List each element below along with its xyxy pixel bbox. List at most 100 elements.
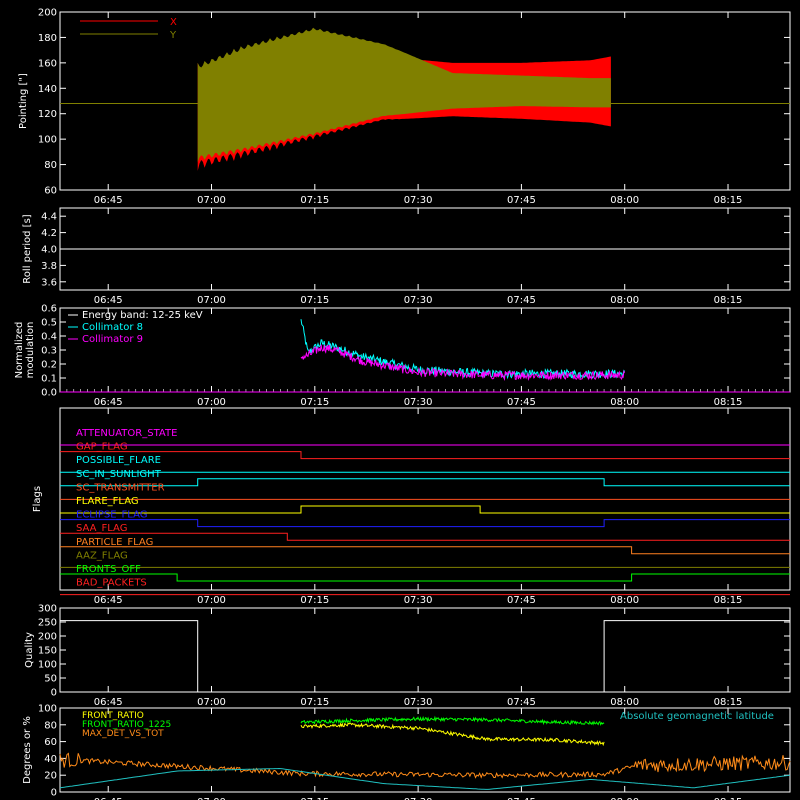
y-tick-label: 3.6 bbox=[41, 277, 57, 288]
panel-pointing: 06:45 07:00 07:15 07:30 07:45 08:00 08:15 60 80 1… bbox=[18, 8, 791, 206]
x-tick-label: 06:45 bbox=[94, 797, 123, 800]
x-tick-label: 08:00 bbox=[610, 595, 639, 606]
y-tick-label: 60 bbox=[44, 737, 57, 748]
modulation-collimator-9 bbox=[300, 344, 626, 382]
x-tick-label: 07:45 bbox=[507, 295, 536, 306]
legend-label: MAX_DET_VS_TOT bbox=[82, 729, 164, 739]
y-tick-label: 120 bbox=[38, 109, 57, 120]
y-tick-label: 140 bbox=[38, 84, 57, 95]
flag-label: POSSIBLE_FLARE bbox=[76, 455, 161, 466]
x-tick-label: 07:00 bbox=[197, 595, 226, 606]
y-tick-label: 4.2 bbox=[41, 228, 57, 239]
plot-frame bbox=[59, 707, 791, 793]
x-tick-label: 07:00 bbox=[197, 195, 226, 206]
x-tick-label: 07:00 bbox=[197, 397, 226, 408]
y-tick-label: 200 bbox=[38, 8, 57, 19]
panel-roll: 06:45 07:00 07:15 07:30 07:45 08:00 08:15 3.6 3.… bbox=[22, 207, 791, 306]
flag-label: PARTICLE_FLAG bbox=[76, 537, 153, 548]
ratio-series-0 bbox=[300, 722, 605, 747]
x-tick-label: 06:45 bbox=[94, 697, 123, 708]
ratio-series-2 bbox=[59, 752, 791, 779]
flag-label: SAA_FLAG bbox=[76, 523, 127, 534]
x-tick-label: 07:00 bbox=[197, 295, 226, 306]
y-tick-label: 100 bbox=[38, 660, 57, 671]
y-tick-label: 0.3 bbox=[41, 346, 57, 357]
y-tick-label: 100 bbox=[38, 704, 57, 715]
x-tick-label: 07:45 bbox=[507, 195, 536, 206]
x-tick-label: 07:15 bbox=[300, 397, 329, 408]
panel-modulation: 06:45 07:00 07:15 07:30 07:45 08:00 08:15 0.0 0.… bbox=[14, 304, 791, 408]
flag-trace-saa_flag bbox=[60, 532, 790, 541]
legend-label: X bbox=[170, 17, 177, 28]
x-tick-label: 08:15 bbox=[714, 697, 743, 708]
y-tick-label: 200 bbox=[38, 632, 57, 643]
flag-trace-particle_flag bbox=[60, 546, 790, 555]
x-tick-label: 07:45 bbox=[507, 397, 536, 408]
y-tick-label: 0.6 bbox=[41, 304, 57, 315]
x-tick-label: 08:00 bbox=[610, 397, 639, 408]
x-tick-label: 07:30 bbox=[404, 697, 433, 708]
flag-label: AAZ_FLAG bbox=[76, 550, 128, 561]
x-tick-label: 08:00 bbox=[610, 295, 639, 306]
y-tick-label: 4.0 bbox=[41, 245, 57, 256]
x-tick-label: 07:30 bbox=[404, 195, 433, 206]
flag-trace-flare_flag bbox=[60, 505, 790, 514]
x-tick-label: 08:00 bbox=[610, 797, 639, 800]
y-tick-label: 0.0 bbox=[41, 388, 57, 399]
x-tick-label: 07:15 bbox=[300, 195, 329, 206]
x-tick-label: 08:15 bbox=[714, 797, 743, 800]
y-axis-label: Flags bbox=[32, 486, 43, 512]
flag-label: FRONTS_OFF bbox=[76, 564, 141, 575]
panel-quality: 06:45 07:00 07:15 07:30 07:45 08:00 08:15 0 50 10… bbox=[24, 604, 791, 708]
y-tick-label: 3.8 bbox=[41, 261, 57, 272]
x-tick-label: 07:30 bbox=[404, 397, 433, 408]
x-tick-label: 08:00 bbox=[610, 195, 639, 206]
legend-label: Absolute geomagnetic latitude bbox=[620, 711, 774, 722]
pointing-band-y bbox=[197, 27, 611, 163]
flag-label: BAD_PACKETS bbox=[76, 578, 147, 589]
flag-label: SC_IN_SUNLIGHT bbox=[76, 469, 162, 480]
plot-frame bbox=[59, 11, 791, 191]
x-tick-label: 08:15 bbox=[714, 295, 743, 306]
ratio-series-3 bbox=[59, 767, 791, 790]
modulation-collimator-8 bbox=[300, 319, 626, 380]
y-tick-label: 20 bbox=[44, 771, 57, 782]
x-tick-label: 08:15 bbox=[714, 397, 743, 408]
legend-label: FRONT_RATIO bbox=[82, 711, 144, 721]
y-axis-label: Degrees or % bbox=[22, 716, 33, 784]
x-tick-label: 07:30 bbox=[404, 295, 433, 306]
flag-label: GAP_FLAG bbox=[76, 442, 128, 453]
flag-trace-fronts_off bbox=[60, 573, 790, 582]
y-tick-label: 0.1 bbox=[41, 374, 57, 385]
y-axis-label: Roll period [s] bbox=[22, 214, 33, 283]
x-tick-label: 07:15 bbox=[300, 697, 329, 708]
y-tick-label: 4.4 bbox=[41, 212, 57, 223]
y-tick-label: 100 bbox=[38, 135, 57, 146]
x-tick-label: 07:30 bbox=[404, 797, 433, 800]
flag-label: FLARE_FLAG bbox=[76, 496, 139, 507]
quality-line bbox=[60, 620, 790, 693]
panels: 06:45 07:00 07:15 07:30 07:45 08:00 08:15 60 80 1… bbox=[14, 8, 791, 800]
legend-label: Energy band: 12-25 keV bbox=[82, 310, 203, 321]
y-tick-label: 0.4 bbox=[41, 332, 57, 343]
x-tick-label: 07:00 bbox=[197, 797, 226, 800]
x-tick-label: 07:45 bbox=[507, 797, 536, 800]
y-tick-label: 160 bbox=[38, 58, 57, 69]
flag-trace-eclipse_flag bbox=[60, 519, 790, 528]
y-tick-label: 180 bbox=[38, 33, 57, 44]
x-tick-label: 07:00 bbox=[197, 697, 226, 708]
x-tick-label: 06:45 bbox=[94, 195, 123, 206]
flag-label: SC_TRANSMITTER bbox=[76, 482, 165, 493]
x-tick-label: 06:45 bbox=[94, 295, 123, 306]
ratio-series-1 bbox=[300, 715, 605, 727]
y-axis-label: Pointing ["] bbox=[18, 73, 29, 129]
legend-label: FRONT_RATIO_1225 bbox=[82, 720, 171, 730]
y-tick-label: 150 bbox=[38, 646, 57, 657]
x-tick-label: 07:45 bbox=[507, 595, 536, 606]
flag-trace-sc_in_sunlight bbox=[60, 478, 790, 487]
x-tick-label: 07:15 bbox=[300, 595, 329, 606]
y-tick-label: 0 bbox=[51, 688, 57, 699]
legend-label: Y bbox=[169, 30, 177, 41]
